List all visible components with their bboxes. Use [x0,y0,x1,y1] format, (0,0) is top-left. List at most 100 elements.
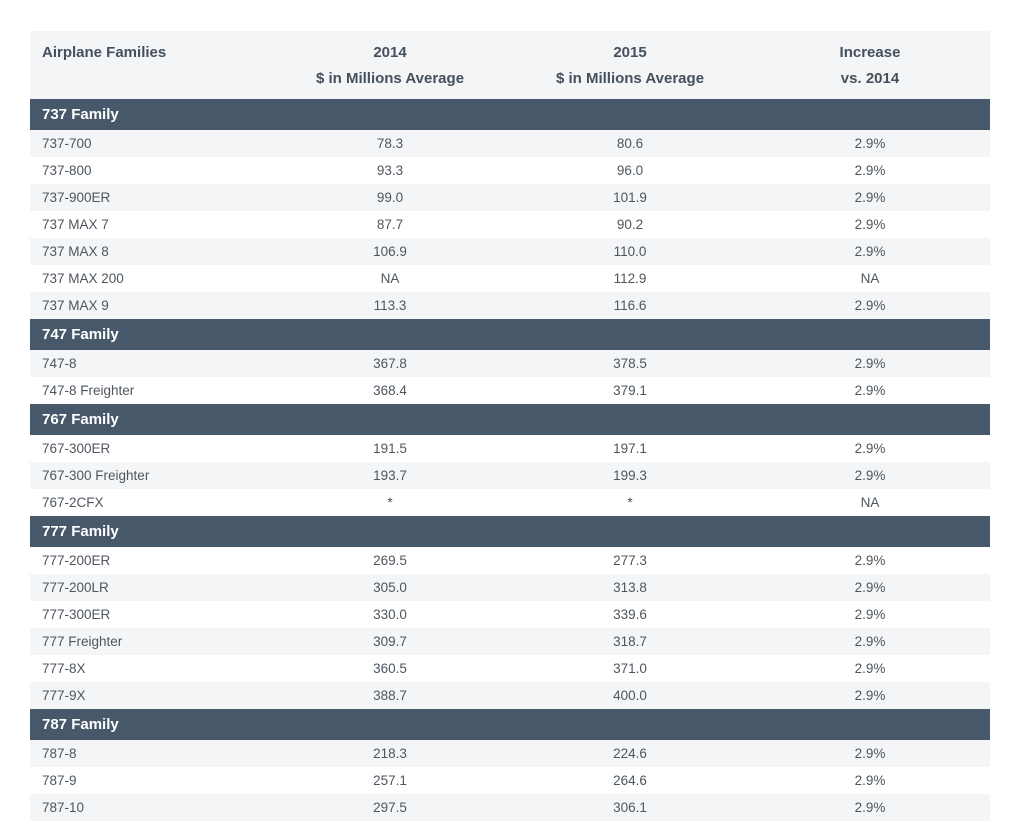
family-section-header: 737 Family [30,99,990,130]
table-row: 737-900ER 99.0 101.9 2.9% [30,184,990,211]
cell-model: 747-8 Freighter [30,377,270,404]
cell-model: 737 MAX 8 [30,238,270,265]
cell-increase: 2.9% [750,130,990,157]
cell-2014-price: 99.0 [270,184,510,211]
cell-2014-price: 106.9 [270,238,510,265]
cell-2015-price: 101.9 [510,184,750,211]
column-header-increase: Increase vs. 2014 [750,31,990,99]
cell-2015-price: 96.0 [510,157,750,184]
column-header-2014: 2014 $ in Millions Average [270,31,510,99]
table-header: Airplane Families 2014 $ in Millions Ave… [30,31,990,99]
column-header-label: 2015 [613,44,647,61]
table-row: 747-8 367.8 378.5 2.9% [30,350,990,377]
cell-model: 777-300ER [30,601,270,628]
table-row: 777 Freighter 309.7 318.7 2.9% [30,628,990,655]
cell-model: 737-900ER [30,184,270,211]
cell-2014-price: NA [270,265,510,292]
cell-2014-price: 191.5 [270,435,510,462]
cell-increase: 2.9% [750,740,990,767]
table-row: 737 MAX 9 113.3 116.6 2.9% [30,292,990,319]
column-header-label: Airplane Families [42,44,167,61]
cell-model: 747-8 [30,350,270,377]
cell-increase: 2.9% [750,350,990,377]
cell-2015-price: 110.0 [510,238,750,265]
cell-2015-price: 112.9 [510,265,750,292]
cell-2014-price: 297.5 [270,794,510,821]
header-row: Airplane Families 2014 $ in Millions Ave… [30,31,990,99]
table-row: 737 MAX 200 NA 112.9 NA [30,265,990,292]
cell-model: 737 MAX 9 [30,292,270,319]
table-row: 787-9 257.1 264.6 2.9% [30,767,990,794]
cell-increase: 2.9% [750,601,990,628]
table-row: 777-300ER 330.0 339.6 2.9% [30,601,990,628]
column-header-label: Increase [839,44,901,61]
cell-increase: 2.9% [750,211,990,238]
table-row: 737 MAX 8 106.9 110.0 2.9% [30,238,990,265]
cell-model: 777-200LR [30,574,270,601]
family-section-label: 777 Family [30,516,990,547]
cell-model: 737-800 [30,157,270,184]
table-row: 737-800 93.3 96.0 2.9% [30,157,990,184]
cell-2015-price: 306.1 [510,794,750,821]
cell-2014-price: 93.3 [270,157,510,184]
cell-2014-price: 113.3 [270,292,510,319]
cell-increase: 2.9% [750,435,990,462]
family-section-label: 767 Family [30,404,990,435]
cell-2015-price: 80.6 [510,130,750,157]
cell-2015-price: 197.1 [510,435,750,462]
airplane-pricing-table: Airplane Families 2014 $ in Millions Ave… [30,31,990,821]
cell-2014-price: 305.0 [270,574,510,601]
family-section-label: 737 Family [30,99,990,130]
column-header-2015: 2015 $ in Millions Average [510,31,750,99]
family-section-label: 787 Family [30,709,990,740]
cell-2014-price: 368.4 [270,377,510,404]
cell-increase: 2.9% [750,628,990,655]
table-row: 767-300ER 191.5 197.1 2.9% [30,435,990,462]
cell-increase: 2.9% [750,377,990,404]
table-row: 737 MAX 7 87.7 90.2 2.9% [30,211,990,238]
table-row: 767-2CFX * * NA [30,489,990,516]
column-header-airplane-families: Airplane Families [30,31,270,99]
cell-increase: 2.9% [750,462,990,489]
table-row: 747-8 Freighter 368.4 379.1 2.9% [30,377,990,404]
cell-2015-price: 400.0 [510,682,750,709]
table-row: 787-8 218.3 224.6 2.9% [30,740,990,767]
cell-increase: 2.9% [750,682,990,709]
cell-2014-price: 367.8 [270,350,510,377]
cell-2014-price: 269.5 [270,547,510,574]
cell-2014-price: 309.7 [270,628,510,655]
column-header-label: 2014 [373,44,407,61]
cell-model: 777-9X [30,682,270,709]
column-header-sublabel: vs. 2014 [840,70,900,87]
cell-increase: NA [750,265,990,292]
cell-model: 787-8 [30,740,270,767]
table-row: 777-9X 388.7 400.0 2.9% [30,682,990,709]
cell-2014-price: * [270,489,510,516]
column-header-sublabel: $ in Millions Average [315,70,465,87]
cell-2014-price: 257.1 [270,767,510,794]
cell-model: 777-200ER [30,547,270,574]
cell-2015-price: 90.2 [510,211,750,238]
cell-model: 787-9 [30,767,270,794]
cell-model: 767-300 Freighter [30,462,270,489]
cell-model: 777-8X [30,655,270,682]
cell-2014-price: 78.3 [270,130,510,157]
cell-2015-price: 378.5 [510,350,750,377]
cell-increase: NA [750,489,990,516]
family-section-header: 747 Family [30,319,990,350]
cell-increase: 2.9% [750,157,990,184]
cell-increase: 2.9% [750,574,990,601]
table-row: 737-700 78.3 80.6 2.9% [30,130,990,157]
column-header-sublabel: $ in Millions Average [555,70,705,87]
cell-2015-price: 277.3 [510,547,750,574]
cell-2015-price: 379.1 [510,377,750,404]
cell-model: 737-700 [30,130,270,157]
cell-2014-price: 360.5 [270,655,510,682]
column-header-sublabel [42,71,270,86]
cell-2015-price: 371.0 [510,655,750,682]
cell-model: 737 MAX 7 [30,211,270,238]
cell-model: 737 MAX 200 [30,265,270,292]
cell-2014-price: 388.7 [270,682,510,709]
pricing-table-container: Airplane Families 2014 $ in Millions Ave… [30,31,990,821]
cell-2014-price: 87.7 [270,211,510,238]
